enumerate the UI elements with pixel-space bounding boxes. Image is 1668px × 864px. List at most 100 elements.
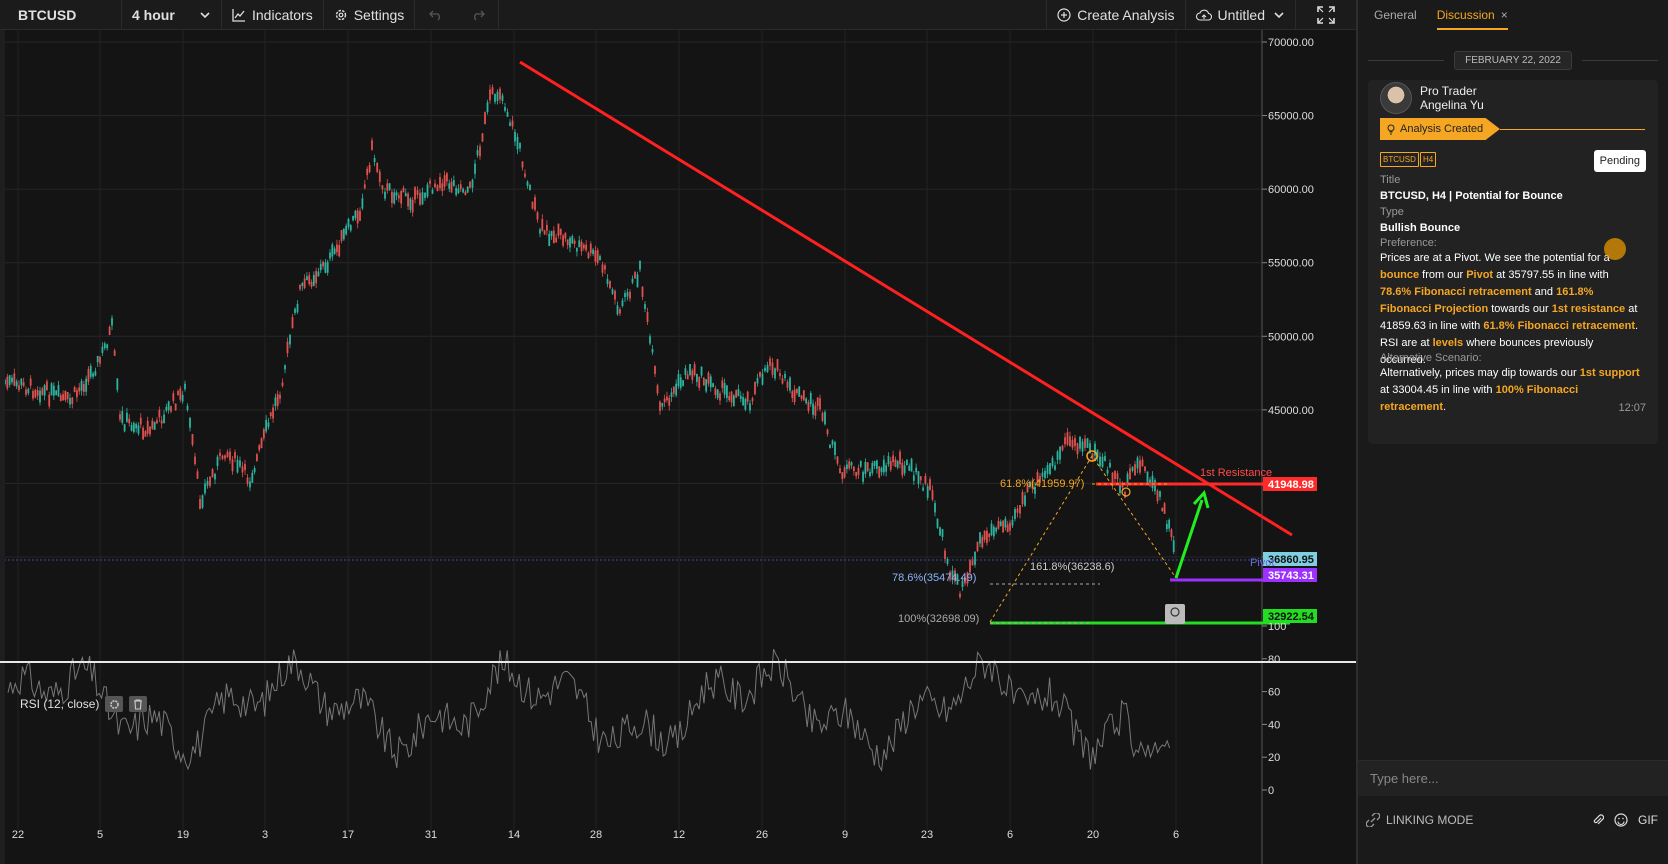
candle-body — [431, 189, 434, 194]
candle-body — [1161, 507, 1164, 512]
rsi-label-text: RSI (12, close) — [20, 697, 100, 711]
candle-body — [184, 383, 186, 390]
candle-body — [880, 467, 883, 473]
chevron-down-icon — [1274, 11, 1284, 18]
candle-body — [1124, 491, 1126, 498]
candle-body — [852, 466, 855, 472]
interval-dropdown[interactable]: 4 hour — [122, 0, 222, 30]
candle-body — [626, 292, 629, 297]
candle-body — [855, 471, 858, 477]
undo-button[interactable] — [415, 0, 457, 30]
title-label: Title — [1380, 174, 1401, 186]
candle-body — [805, 398, 808, 404]
candle-body — [789, 377, 791, 391]
candle-body — [1049, 463, 1051, 475]
type-label: Type — [1380, 206, 1404, 218]
candle-body — [924, 475, 927, 484]
candle-body — [846, 464, 848, 470]
candle-body — [151, 420, 154, 429]
candle-body — [670, 392, 673, 398]
candle-body — [494, 94, 496, 102]
redo-button[interactable] — [457, 0, 500, 30]
indicators-button[interactable]: Indicators — [222, 0, 324, 30]
fullscreen-button[interactable] — [1296, 0, 1356, 30]
candle-body — [13, 373, 16, 386]
settings-button[interactable]: Settings — [324, 0, 416, 30]
candle-body — [779, 373, 781, 377]
candle-body — [596, 250, 599, 264]
candle-body — [1146, 471, 1149, 483]
linking-mode-label[interactable]: LINKING MODE — [1386, 813, 1474, 827]
attachment-icon[interactable] — [1592, 813, 1604, 827]
candle-body — [949, 571, 951, 580]
symbol-label: BTCUSD — [18, 6, 77, 23]
candle-body — [18, 385, 20, 390]
candle-body — [1046, 465, 1049, 474]
candlestick-series — [4, 84, 1175, 600]
tab-general[interactable]: General — [1374, 8, 1417, 22]
candle-body — [1036, 472, 1039, 483]
candle-body — [592, 249, 594, 254]
candle-body — [836, 456, 839, 464]
rsi-line — [7, 649, 1171, 772]
candle-body — [862, 471, 864, 482]
candle-body — [439, 176, 441, 189]
cloud-upload-icon — [1195, 9, 1212, 21]
current-price-label-bg — [1263, 552, 1317, 566]
gif-button[interactable]: GIF — [1638, 813, 1658, 827]
candle-body — [504, 106, 506, 111]
candle-body — [6, 376, 9, 389]
candle-body — [931, 490, 934, 500]
candle-body — [726, 385, 728, 398]
candle-body — [172, 393, 175, 402]
candle-body — [371, 140, 373, 150]
candle-body — [939, 527, 941, 536]
candle-body — [1041, 472, 1044, 477]
avatar[interactable] — [1380, 82, 1412, 114]
tab-discussion[interactable]: Discussion × — [1436, 0, 1508, 30]
candle-body — [796, 388, 798, 394]
candle-body — [784, 373, 786, 379]
rsi-delete-button[interactable] — [129, 696, 148, 712]
candle-body — [616, 305, 619, 315]
message-input-box[interactable] — [1358, 760, 1668, 796]
candle-body — [132, 422, 135, 433]
emoji-icon[interactable] — [1614, 813, 1628, 827]
candle-body — [294, 308, 296, 313]
settings-label: Settings — [353, 6, 405, 23]
candle-body — [700, 366, 703, 376]
candle-body — [889, 461, 892, 470]
rsi-settings-button[interactable] — [105, 696, 124, 712]
candle-body — [15, 381, 18, 387]
link-icon[interactable] — [1366, 813, 1380, 827]
candle-body — [666, 396, 668, 401]
candle-body — [455, 187, 458, 195]
current-price-label: 36860.95 — [1268, 554, 1314, 566]
candle-body — [529, 185, 531, 190]
candle-body — [1144, 466, 1146, 471]
candle-body — [999, 521, 1002, 526]
candle-body — [211, 469, 214, 478]
message-input[interactable] — [1370, 771, 1650, 786]
candle-body — [521, 161, 524, 168]
candle-body — [186, 405, 189, 410]
price-chart[interactable]: 70000.00 65000.00 60000.00 55000.00 50000.00… — [0, 30, 1356, 864]
candle-body — [170, 406, 172, 412]
candle-body — [397, 195, 400, 199]
candle-body — [239, 460, 241, 467]
candle-body — [599, 256, 601, 261]
candle-body — [291, 317, 294, 329]
candle-body — [474, 163, 476, 174]
candle-body — [910, 458, 913, 472]
candle-body — [66, 392, 69, 400]
candle-body — [714, 388, 717, 395]
candle-body — [974, 551, 976, 565]
candle-body — [976, 541, 979, 552]
chart-area[interactable]: 70000.00 65000.00 60000.00 55000.00 50000.00… — [0, 30, 1356, 864]
symbol-selector[interactable]: BTCUSD — [0, 0, 122, 30]
create-analysis-button[interactable]: Create Analysis — [1046, 0, 1186, 30]
candle-body — [814, 405, 817, 416]
pane-separator[interactable] — [0, 661, 1356, 663]
layout-dropdown[interactable]: Untitled — [1186, 0, 1296, 30]
close-icon[interactable]: × — [1500, 8, 1508, 22]
